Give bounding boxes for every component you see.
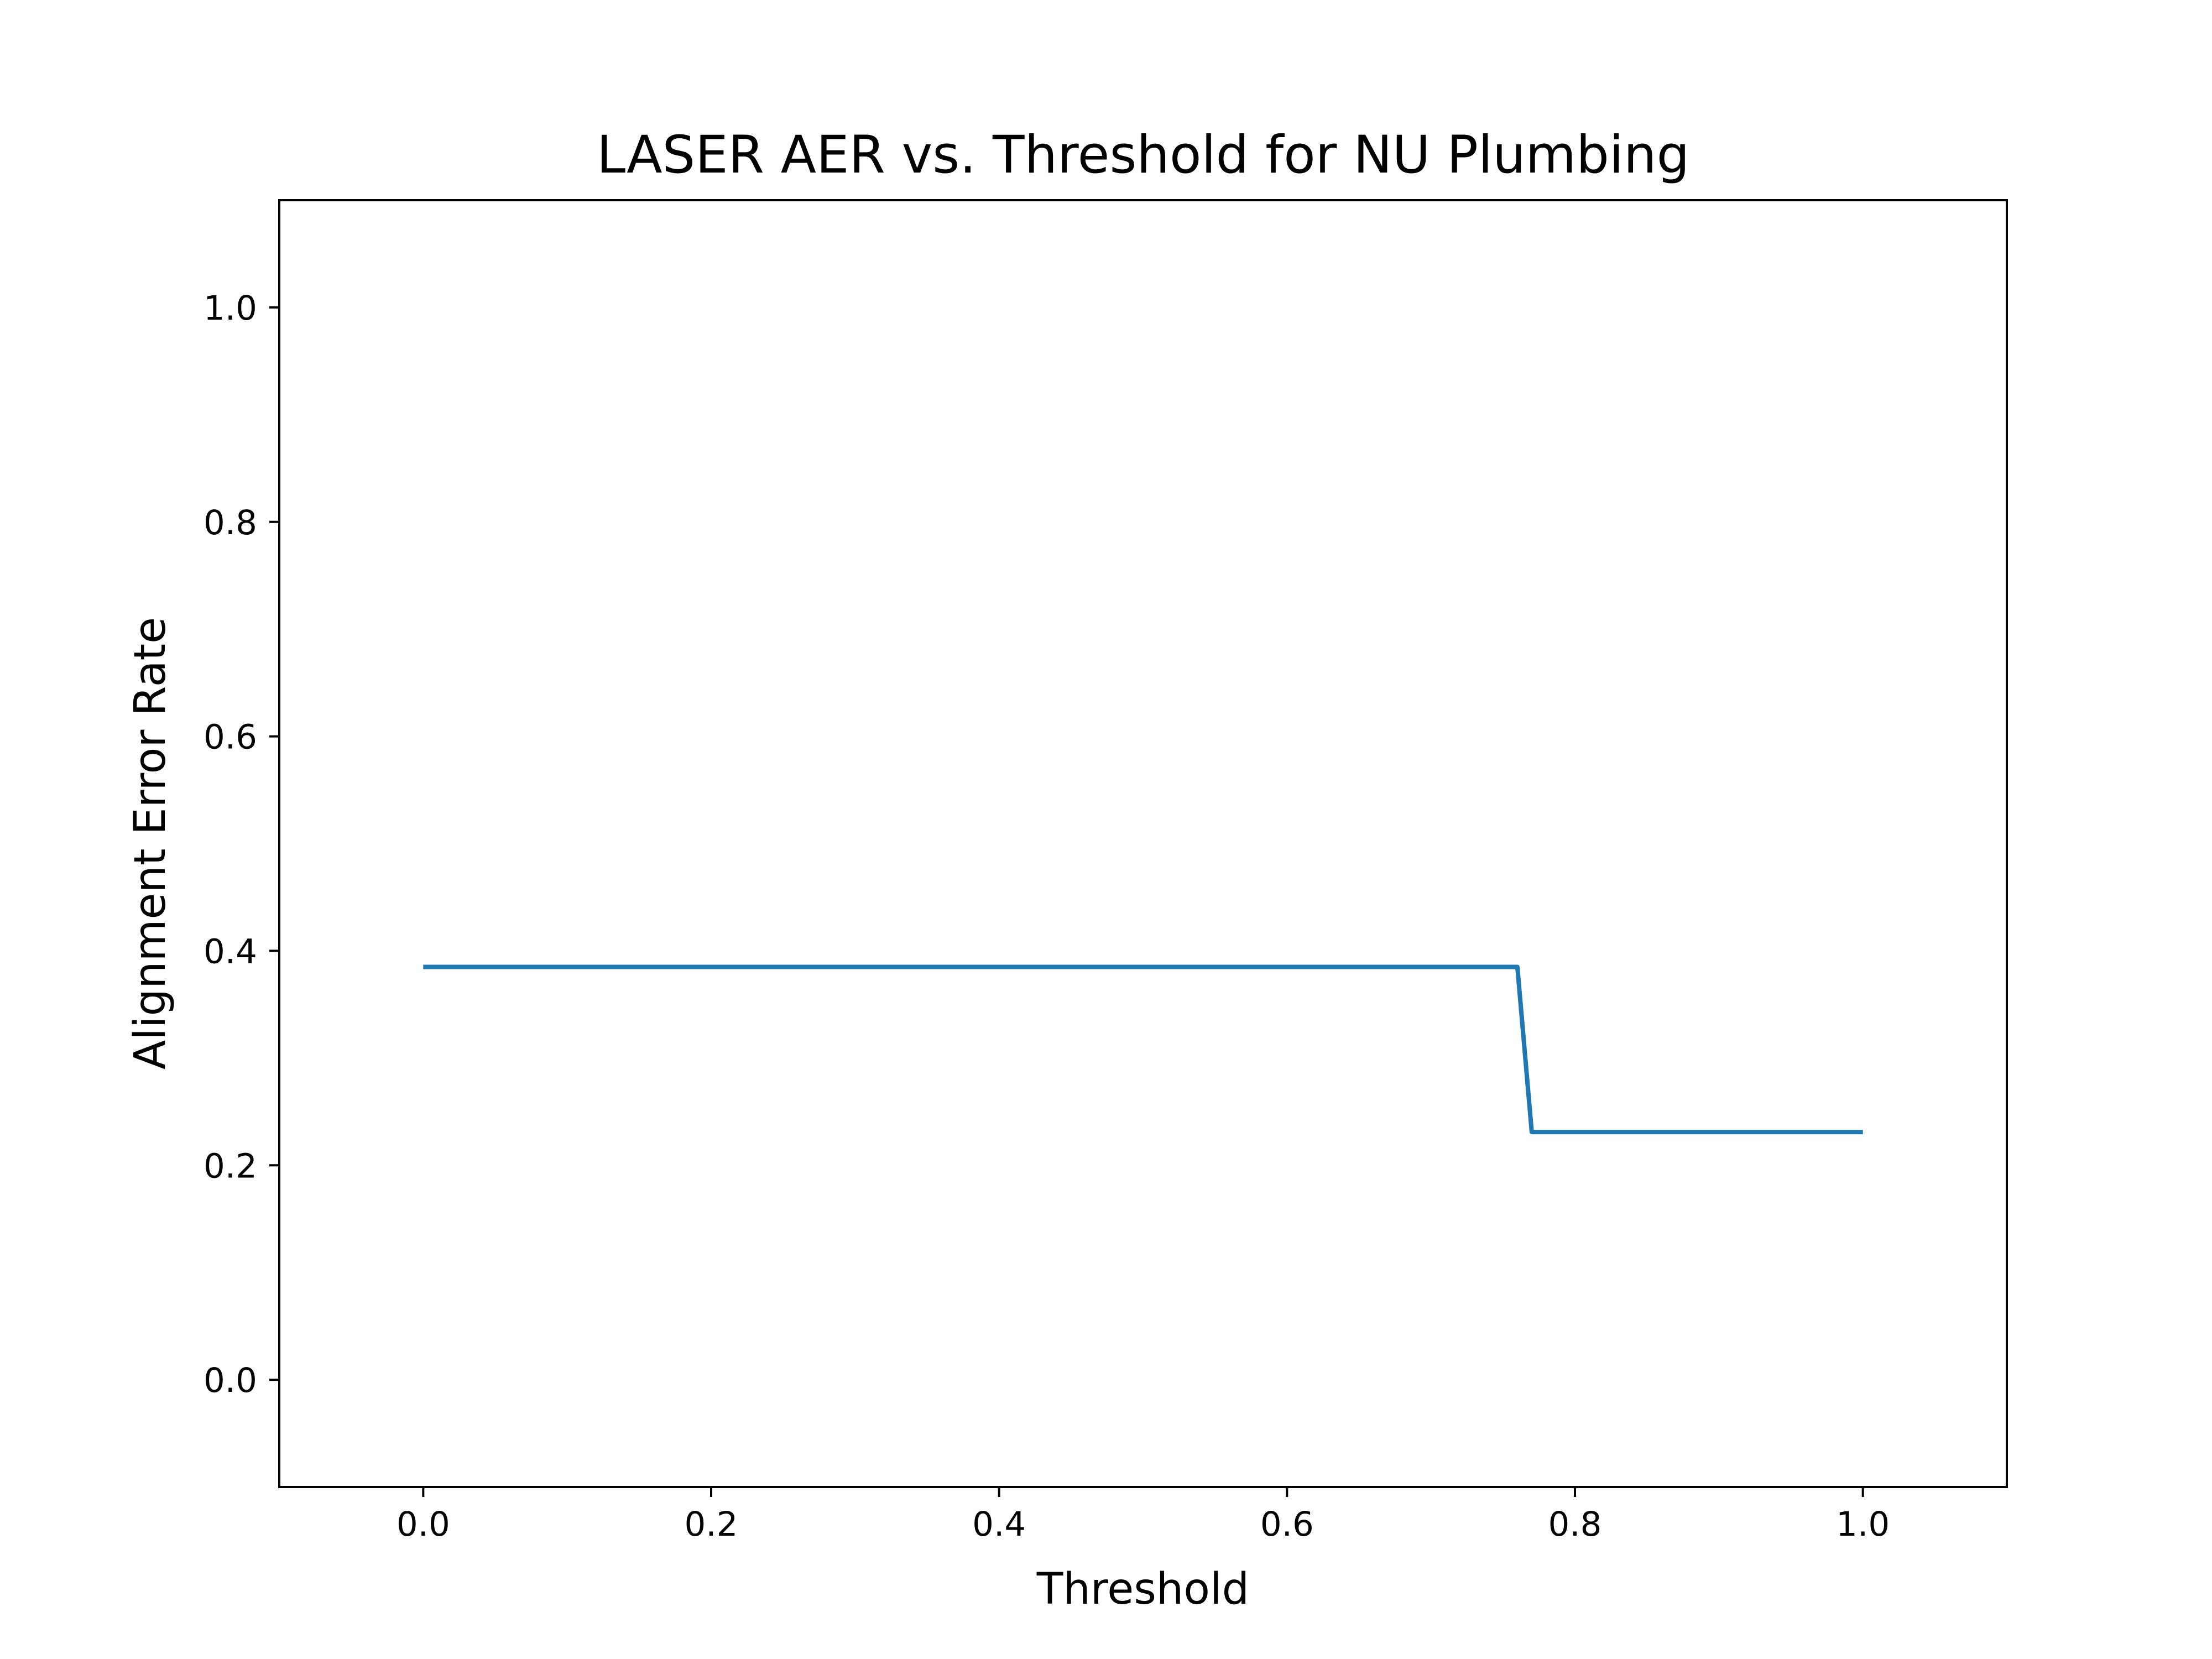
y-axis-label: Alignment Error Rate: [126, 617, 175, 1070]
x-tick-label: 0.4: [972, 1505, 1026, 1544]
series-line: [423, 964, 1863, 1135]
series-layer: [423, 964, 1863, 1135]
y-tick-label: 0.2: [204, 1146, 257, 1186]
y-axis-ticks: 0.0 0.2 0.4 0.6 0.8 1.0: [204, 289, 279, 1400]
plot-area: [279, 200, 2007, 1487]
y-tick-label: 1.0: [204, 289, 257, 328]
x-tick-label: 0.6: [1260, 1505, 1314, 1544]
y-tick-label: 0.6: [204, 718, 257, 757]
x-axis-label: Threshold: [1036, 1564, 1249, 1614]
x-axis-ticks: 0.0 0.2 0.4 0.6 0.8 1.0: [397, 1487, 1890, 1544]
y-tick-label: 0.0: [204, 1361, 257, 1400]
y-tick-label: 0.4: [204, 932, 257, 971]
x-tick-label: 1.0: [1836, 1505, 1890, 1544]
plot-frame: [278, 199, 2008, 1488]
x-tick-label: 0.2: [684, 1505, 738, 1544]
chart-title: LASER AER vs. Threshold for NU Plumbing: [597, 125, 1690, 185]
x-tick-label: 0.8: [1548, 1505, 1601, 1544]
y-tick-label: 0.8: [204, 503, 257, 542]
x-tick-label: 0.0: [397, 1505, 450, 1544]
